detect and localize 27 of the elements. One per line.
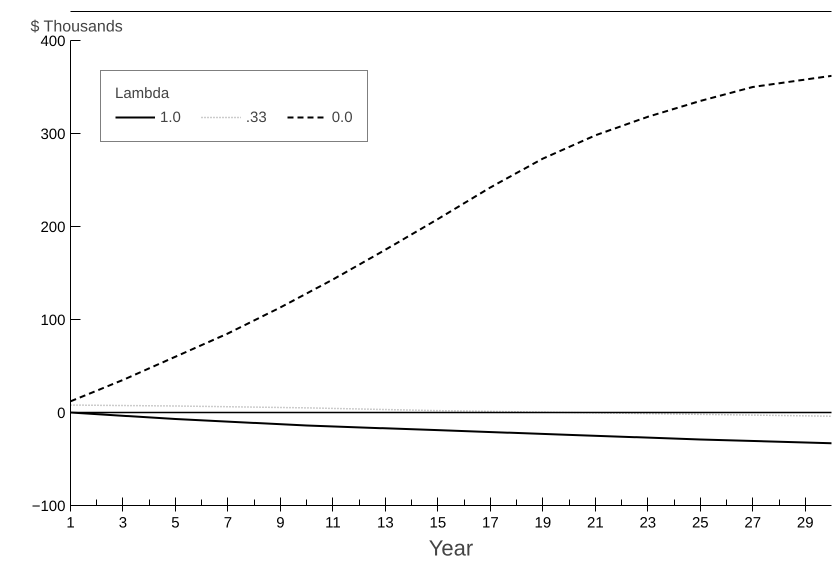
x-tick-label: 15 (430, 514, 446, 532)
legend-label: 1.0 (160, 108, 181, 126)
x-tick-label: 19 (534, 514, 552, 532)
y-tick-label: 400 (40, 33, 66, 50)
x-tick-label: 9 (276, 514, 285, 532)
y-tick-label: −100 (32, 498, 66, 515)
legend-label: .33 (246, 108, 267, 126)
y-tick-label: 100 (40, 312, 66, 329)
legend-label: 0.0 (332, 108, 353, 126)
legend-title: Lambda (115, 85, 170, 102)
x-tick-label: 1 (66, 514, 75, 532)
x-tick-label: 7 (224, 514, 232, 532)
y-tick-label: 300 (40, 126, 66, 143)
x-tick-label: 5 (171, 514, 180, 532)
x-tick-label: 23 (639, 514, 656, 532)
y-tick-label: 200 (40, 219, 66, 236)
x-tick-label: 27 (744, 514, 762, 532)
y-tick-label: 0 (57, 405, 66, 422)
x-tick-label: 13 (377, 514, 394, 532)
x-tick-label: 29 (796, 514, 814, 532)
x-tick-label: 11 (325, 514, 341, 532)
x-tick-label: 3 (118, 514, 128, 532)
x-tick-label: 17 (482, 514, 499, 532)
x-axis-title: Year (428, 536, 474, 560)
y-axis-title: $ Thousands (30, 18, 123, 36)
x-tick-label: 21 (586, 514, 604, 532)
x-tick-label: 25 (692, 514, 709, 532)
